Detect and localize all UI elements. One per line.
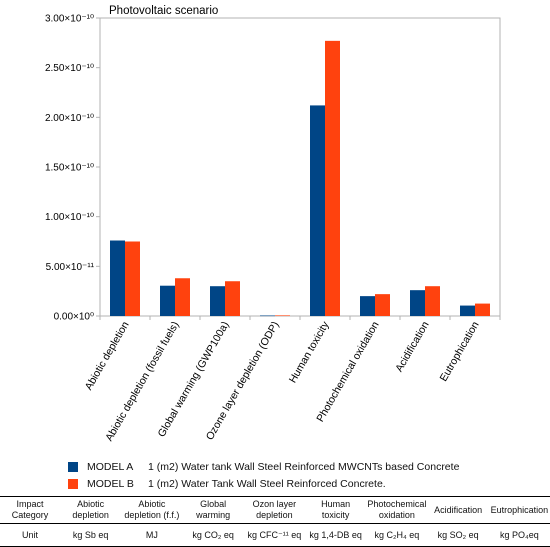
- column-header: Abiotic depletion (f.f.): [121, 496, 183, 524]
- column-header: Ozon layer depletion: [243, 496, 305, 524]
- x-tick-label: Eutrophication: [438, 319, 482, 383]
- x-tick-label: Human toxicity: [287, 319, 332, 385]
- header-label: Category: [11, 510, 49, 520]
- column-name: Abiotic: [138, 499, 166, 509]
- column-name: depletion (f.f.): [124, 510, 180, 520]
- legend-item-model-b: MODEL B 1 (m2) Water Tank Wall Steel Rei…: [68, 475, 459, 492]
- y-tick-label: 5.00×10⁻¹¹: [46, 262, 95, 273]
- y-tick-label: 1.00×10⁻¹⁰: [45, 212, 94, 223]
- unit-table-unit-row: Unit kg Sb eq MJ kg CO₂ eq kg CFC⁻¹¹ eq …: [0, 523, 550, 547]
- legend-description: 1 (m2) Water tank Wall Steel Reinforced …: [148, 460, 460, 473]
- unit-table-header-row: Impact Category Abiotic depletion Abioti…: [0, 496, 550, 524]
- unit-cell: MJ: [121, 523, 183, 547]
- bar-chart: Photovoltaic scenario 0.00×10⁰ 5.00×10⁻¹¹ 1…: [45, 5, 501, 443]
- bar-model-a: [110, 240, 125, 316]
- y-tick-label: 2.00×10⁻¹⁰: [45, 113, 94, 124]
- column-name: Eutrophication: [490, 504, 549, 515]
- unit-cell: kg SO₂ eq: [427, 523, 489, 547]
- column-header: Acidification: [427, 496, 489, 524]
- legend-swatch-model-a: [68, 461, 78, 472]
- bar-model-b: [325, 40, 340, 316]
- bar-model-a: [210, 286, 225, 316]
- column-name: Ozon layer: [252, 499, 297, 509]
- column-header: Photochemical oxidation: [366, 496, 428, 524]
- header-label-cell: Impact Category: [0, 496, 60, 524]
- bar-model-a: [360, 296, 375, 316]
- legend: MODEL A 1 (m2) Water tank Wall Steel Rei…: [68, 458, 459, 492]
- y-tick-label: 1.50×10⁻¹⁰: [45, 163, 94, 174]
- column-header: Human toxicity: [305, 496, 367, 524]
- bar-model-a: [410, 290, 425, 316]
- legend-name: MODEL B: [87, 477, 134, 490]
- plot-area: [99, 17, 501, 317]
- bar-model-b: [425, 286, 440, 316]
- x-tick-label: Acidification: [393, 319, 431, 374]
- header-label: Impact: [16, 499, 44, 509]
- unit-cell: kg CO₂ eq: [182, 523, 244, 547]
- unit-table: Impact Category Abiotic depletion Abioti…: [0, 496, 550, 547]
- bar-model-b: [125, 241, 140, 316]
- legend-description: 1 (m2) Water Tank Wall Steel Reinforced …: [148, 477, 386, 490]
- bar-model-b: [175, 278, 190, 316]
- column-name: Human: [321, 499, 351, 509]
- legend-item-model-a: MODEL A 1 (m2) Water tank Wall Steel Rei…: [68, 458, 459, 475]
- unit-cell: kg 1,4-DB eq: [305, 523, 367, 547]
- bar-model-b: [225, 281, 240, 316]
- x-tick-label: Abiotic depletion: [83, 319, 132, 392]
- bar-model-b: [475, 303, 490, 316]
- unit-label: Unit: [0, 523, 60, 547]
- y-tick-label: 3.00×10⁻¹⁰: [45, 14, 94, 25]
- bar-model-a: [260, 315, 275, 317]
- unit-cell: kg C₂H₄ eq: [366, 523, 428, 547]
- column-name: depletion: [72, 510, 109, 520]
- column-name: warming: [196, 510, 231, 520]
- column-name: Acidification: [434, 504, 483, 515]
- column-name: oxidation: [378, 510, 415, 520]
- bar-model-b: [375, 294, 390, 316]
- bar-model-a: [460, 305, 475, 316]
- bar-model-a: [310, 105, 325, 316]
- column-name: toxicity: [321, 510, 350, 520]
- legend-swatch-model-b: [68, 478, 78, 489]
- chart-title: Photovoltaic scenario: [109, 5, 218, 17]
- legend-name: MODEL A: [87, 460, 134, 473]
- column-name: Abiotic: [77, 499, 105, 509]
- column-header: Eutrophication: [488, 496, 550, 524]
- column-name: Global: [200, 499, 227, 509]
- unit-cell: kg CFC⁻¹¹ eq: [243, 523, 305, 547]
- column-header: Global warming: [182, 496, 244, 524]
- bar-model-a: [160, 285, 175, 316]
- column-name: Photochemical: [367, 499, 427, 509]
- bar-model-b: [275, 315, 290, 317]
- column-name: depletion: [256, 510, 293, 520]
- column-header: Abiotic depletion: [60, 496, 122, 524]
- unit-cell: kg Sb eq: [60, 523, 122, 547]
- unit-cell: kg PO₄eq: [488, 523, 550, 547]
- y-tick-label: 0.00×10⁰: [54, 312, 94, 323]
- y-tick-label: 2.50×10⁻¹⁰: [45, 63, 94, 74]
